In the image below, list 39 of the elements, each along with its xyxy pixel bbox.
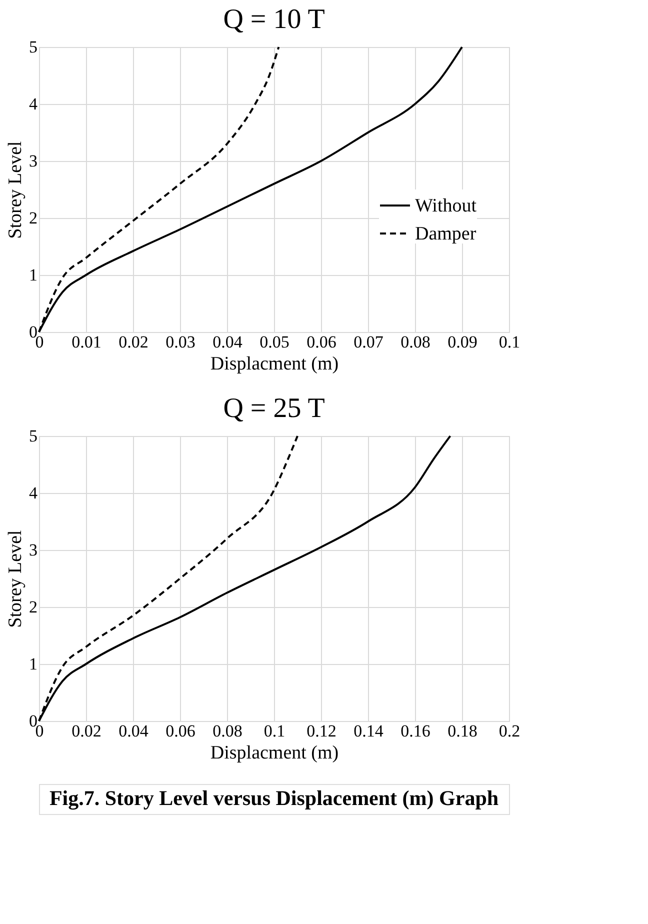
x-tick-label: 0.02 bbox=[118, 332, 148, 352]
x-tick-label: 0.1 bbox=[498, 332, 520, 352]
x-tick-label: 0.06 bbox=[306, 332, 336, 352]
chart-title: Q = 10 T bbox=[223, 4, 325, 35]
x-tick-label: 0.03 bbox=[166, 332, 196, 352]
x-axis-title: Displacment (m) bbox=[210, 742, 339, 764]
y-tick-label: 1 bbox=[29, 266, 38, 284]
x-tick-label: 0.04 bbox=[212, 332, 243, 352]
y-tick-label: 5 bbox=[29, 38, 38, 56]
x-tick-label: 0.05 bbox=[260, 332, 290, 352]
y-axis-title: Storey Level bbox=[5, 141, 26, 239]
y-tick-label: 4 bbox=[29, 484, 38, 502]
chart-title: Q = 25 T bbox=[223, 393, 325, 424]
legend-label: Damper bbox=[415, 224, 477, 244]
x-tick-label: 0.16 bbox=[400, 722, 430, 740]
x-tick-label: 0.02 bbox=[72, 722, 102, 740]
y-tick-label: 3 bbox=[29, 540, 38, 560]
caption: Fig.7. Story Level versus Displacement (m) Graph bbox=[49, 786, 499, 810]
x-tick-label: 0.2 bbox=[498, 722, 520, 740]
y-tick-label: 1 bbox=[29, 654, 38, 674]
legend-label: Without bbox=[415, 196, 478, 216]
y-tick-label: 3 bbox=[29, 152, 38, 170]
x-tick-label: 0.04 bbox=[118, 722, 149, 740]
x-tick-label: 0.09 bbox=[448, 332, 478, 352]
y-tick-label: 5 bbox=[29, 426, 38, 446]
x-tick-label: 0.12 bbox=[306, 722, 336, 740]
y-axis-title: Storey Level bbox=[5, 530, 26, 628]
x-tick-label: 0.08 bbox=[212, 722, 242, 740]
y-tick-label: 2 bbox=[29, 208, 38, 228]
x-tick-label: 0.14 bbox=[354, 722, 384, 740]
x-tick-label: 0.06 bbox=[166, 722, 196, 740]
x-tick-label: 0.18 bbox=[448, 722, 478, 740]
x-axis-title: Displacment (m) bbox=[210, 354, 339, 374]
x-tick-label: 0.1 bbox=[264, 722, 286, 740]
y-tick-label: 4 bbox=[29, 94, 38, 114]
x-tick-label: 0.08 bbox=[400, 332, 430, 352]
x-tick-label: 0.01 bbox=[72, 332, 102, 352]
y-tick-label: 2 bbox=[29, 598, 38, 616]
x-tick-label: 0.07 bbox=[354, 332, 384, 352]
